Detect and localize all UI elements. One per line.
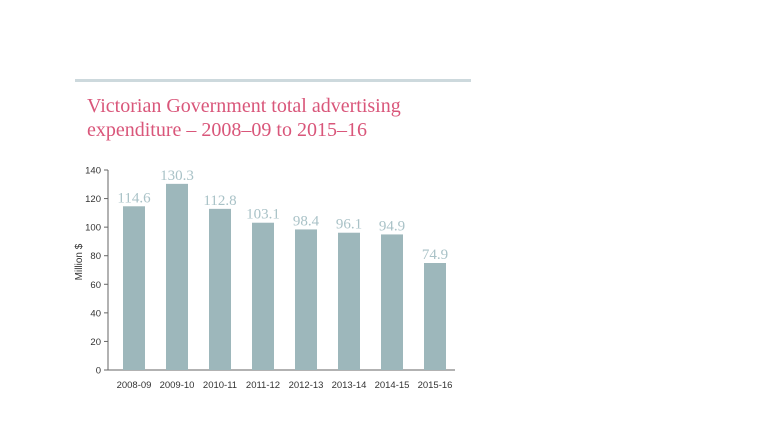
value-label-2014-15: 94.9 <box>379 218 405 234</box>
chart-title: Victorian Government total advertising e… <box>87 94 467 142</box>
value-label-2011-12: 103.1 <box>246 207 280 223</box>
chart-title-line-1: Victorian Government total advertising <box>87 95 401 117</box>
y-tick-label: 140 <box>85 166 101 177</box>
x-tick-label: 2011-12 <box>246 380 280 391</box>
bar-2011-12 <box>252 222 274 370</box>
value-label-2009-10: 130.3 <box>160 168 194 184</box>
top-rule <box>75 79 471 82</box>
value-label-2012-13: 98.4 <box>293 213 320 229</box>
bar-2013-14 <box>338 232 360 370</box>
bar-2015-16 <box>424 263 446 370</box>
bar-2014-15 <box>381 234 403 370</box>
y-tick-label: 100 <box>85 223 101 234</box>
bar-2010-11 <box>209 208 231 370</box>
bar-2008-09 <box>123 206 145 370</box>
bar-2012-13 <box>295 229 317 370</box>
y-tick-label: 40 <box>90 308 101 319</box>
y-tick-label: 0 <box>96 366 101 377</box>
y-tick-label: 80 <box>90 251 101 262</box>
value-label-2008-09: 114.6 <box>117 190 151 206</box>
value-label-2010-11: 112.8 <box>203 193 236 209</box>
x-tick-label: 2014-15 <box>375 380 410 391</box>
value-labels: 114.6 130.3 112.8 103.1 98.4 96.1 94.9 74.9 <box>117 168 448 263</box>
x-axis: 2008-09 2009-10 2010-11 2011-12 2012-13 2013-… <box>108 369 455 391</box>
y-tick-label: 120 <box>85 194 101 205</box>
value-label-2015-16: 74.9 <box>422 247 448 263</box>
y-axis: 0 20 40 60 80 100 120 140 <box>85 166 109 377</box>
bars <box>123 183 446 370</box>
x-tick-label: 2012-13 <box>289 380 324 391</box>
x-tick-label: 2010-11 <box>203 380 237 391</box>
y-tick-label: 20 <box>90 337 101 348</box>
y-tick-label: 60 <box>90 280 101 291</box>
x-tick-label: 2009-10 <box>160 380 195 391</box>
x-tick-label: 2013-14 <box>332 380 367 391</box>
x-tick-label: 2008-09 <box>117 380 152 391</box>
chart-title-line-2: expenditure – 2008–09 to 2015–16 <box>87 119 367 141</box>
x-tick-label: 2015-16 <box>418 380 453 391</box>
value-label-2013-14: 96.1 <box>336 217 362 233</box>
y-axis-title: Million $ <box>74 243 85 280</box>
bar-2009-10 <box>166 183 188 370</box>
